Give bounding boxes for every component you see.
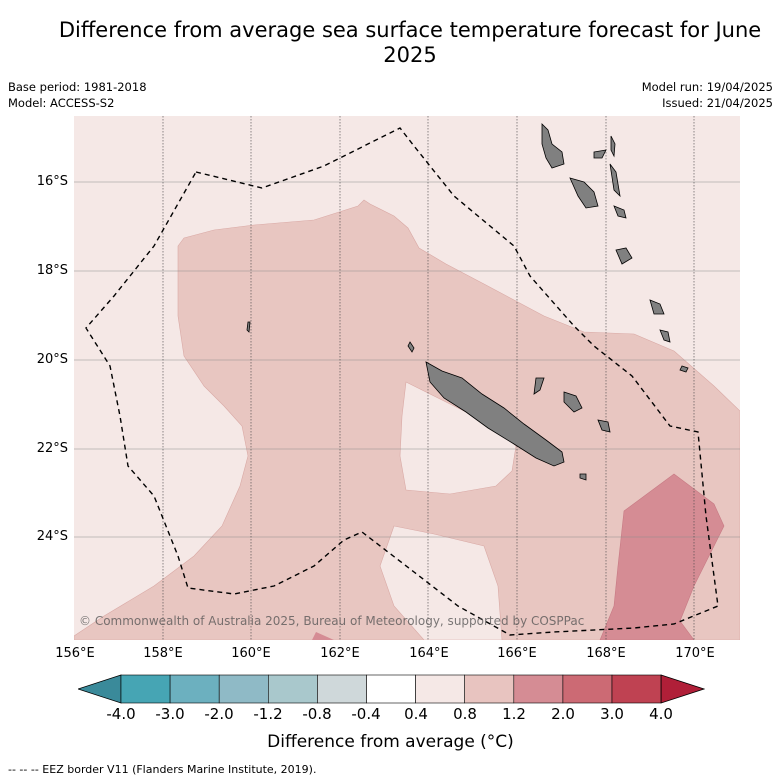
lat-label-18s: 18°S — [36, 263, 68, 278]
colorbar-swatch — [317, 674, 367, 704]
meta-right: Model run: 19/04/2025 Issued: 21/04/2025 — [642, 79, 773, 111]
anomaly-0.4-0.8-pocket-south — [379, 525, 503, 640]
vanuatu-island-9 — [659, 329, 671, 343]
copyright-credit: © Commonwealth of Australia 2025, Bureau… — [79, 614, 585, 628]
colorbar-swatch — [120, 674, 171, 704]
loyalty-island-1 — [533, 377, 545, 395]
colorbar-swatch — [415, 674, 466, 704]
lat-label-20s: 20°S — [36, 352, 68, 367]
vanuatu-island-4 — [569, 177, 599, 209]
colorbar-title: Difference from average (°C) — [267, 732, 514, 752]
vanuatu-island-3 — [610, 135, 616, 158]
anomaly-1.2-2.0-region-south — [312, 632, 334, 640]
eez-footnote: -- -- -- EEZ border V11 (Flanders Marine… — [8, 763, 317, 776]
sst-anomaly-map — [74, 116, 740, 640]
lon-label-168e: 168°E — [586, 646, 626, 661]
lon-label-158e: 158°E — [143, 646, 183, 661]
vanuatu-island-8 — [649, 299, 665, 315]
gridlines — [74, 116, 740, 640]
meta-left: Base period: 1981-2018 Model: ACCESS-S2 — [8, 79, 147, 111]
colorbar-swatch — [464, 674, 515, 704]
land-masses — [246, 123, 689, 481]
vanuatu-island-10 — [679, 365, 689, 373]
map-canvas — [74, 116, 740, 640]
lon-label-162e: 162°E — [320, 646, 360, 661]
colorbar-tick-label: 0.8 — [453, 705, 477, 723]
colorbar-swatch — [366, 674, 416, 704]
colorbar-tick-label: 4.0 — [649, 705, 673, 723]
colorbar-tick-label: 3.0 — [600, 705, 624, 723]
isle-of-pines — [579, 473, 587, 481]
loyalty-island-3 — [597, 419, 611, 433]
colorbar-extend-high — [660, 674, 706, 704]
vanuatu-island-north — [541, 123, 565, 169]
lat-label-16s: 16°S — [36, 174, 68, 189]
colorbar-tick-label: -0.8 — [302, 705, 332, 723]
vanuatu-island-5 — [609, 163, 621, 198]
colorbar-swatch — [218, 674, 269, 704]
colorbar-tick-label: 0.4 — [404, 705, 428, 723]
loyalty-island-2 — [563, 391, 583, 413]
lon-label-160e: 160°E — [231, 646, 271, 661]
vanuatu-island-7 — [615, 247, 633, 265]
vanuatu-island-2 — [593, 149, 607, 159]
belep-islands — [407, 341, 415, 353]
colorbar-swatch — [268, 674, 318, 704]
reef-island-west — [246, 321, 251, 333]
new-caledonia-island — [425, 361, 565, 467]
colorbar-swatch — [513, 674, 564, 704]
colorbar — [76, 674, 706, 704]
colorbar-tick-label: 1.2 — [502, 705, 526, 723]
eez-border — [85, 127, 719, 636]
colorbar-swatch — [562, 674, 613, 704]
chart-title: Difference from average sea surface temp… — [58, 18, 762, 67]
colorbar-tick-label: -1.2 — [253, 705, 283, 723]
vanuatu-island-6 — [613, 205, 627, 219]
lon-label-164e: 164°E — [409, 646, 449, 661]
base-period: Base period: 1981-2018 — [8, 80, 147, 94]
colorbar-swatch — [611, 674, 662, 704]
model-run: Model run: 19/04/2025 — [641, 80, 773, 94]
colorbar-extend-low — [76, 674, 122, 704]
lon-label-170e: 170°E — [675, 646, 715, 661]
lat-label-24s: 24°S — [36, 529, 68, 544]
colorbar-tick-label: -3.0 — [155, 705, 185, 723]
colorbar-tick-label: 2.0 — [551, 705, 575, 723]
lat-label-22s: 22°S — [36, 441, 68, 456]
colorbar-tick-label: -2.0 — [204, 705, 234, 723]
issued-date: Issued: 21/04/2025 — [662, 96, 773, 110]
lon-label-156e: 156°E — [55, 646, 95, 661]
colorbar-swatch — [169, 674, 220, 704]
colorbar-svg — [76, 674, 706, 704]
colorbar-tick-label: -0.4 — [351, 705, 381, 723]
model-name: Model: ACCESS-S2 — [8, 96, 115, 110]
colorbar-tick-label: -4.0 — [106, 705, 136, 723]
lon-label-166e: 166°E — [497, 646, 537, 661]
